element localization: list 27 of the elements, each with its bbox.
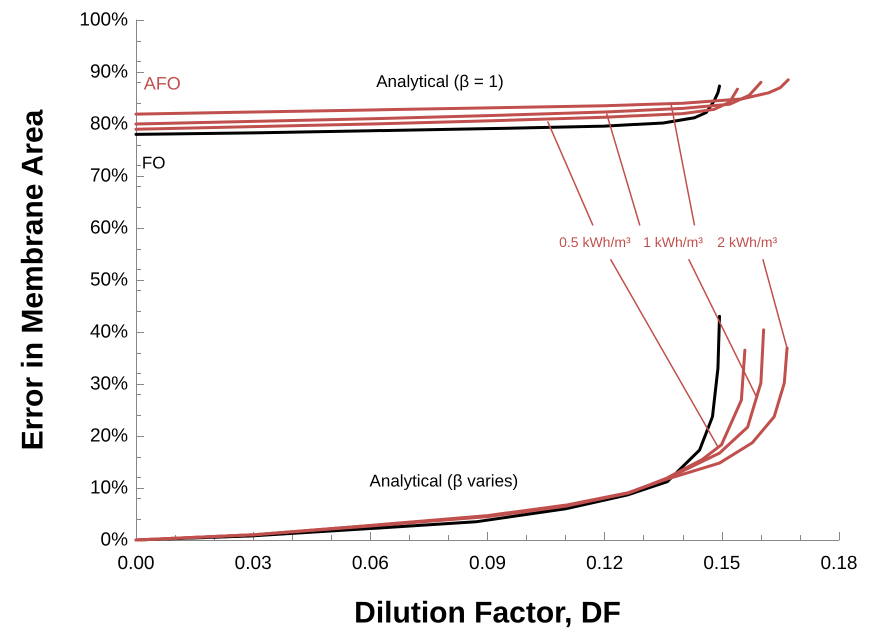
x-axis-title: Dilution Factor, DF (354, 596, 621, 630)
y-tick-label: 80% (90, 114, 128, 134)
y-tick-label: 0% (100, 530, 128, 550)
annotation: FO (142, 154, 166, 172)
y-tick-label: 100% (79, 10, 128, 30)
x-tick-label: 0.12 (586, 553, 624, 574)
y-tick-label: 90% (90, 62, 128, 82)
y-tick-label: 40% (90, 322, 128, 342)
y-tick-label: 50% (90, 270, 128, 290)
annotation: 0.5 kWh/m³ (559, 234, 632, 250)
y-tick-label: 60% (90, 218, 128, 238)
y-tick-label: 20% (90, 426, 128, 446)
x-tick-label: 0.18 (820, 553, 858, 574)
annotation: Analytical (β = 1) (376, 72, 504, 91)
y-tick-label: 30% (90, 374, 128, 394)
x-tick-label: 0.00 (118, 553, 154, 574)
annotation: 2 kWh/m³ (717, 234, 778, 250)
x-tick-label: 0.09 (469, 553, 506, 574)
y-axis-title: Error in Membrane Area (16, 109, 50, 450)
x-tick-label: 0.15 (703, 553, 740, 574)
annotation: Analytical (β varies) (370, 472, 518, 491)
annotation: 1 kWh/m³ (643, 234, 704, 250)
y-tick-label: 10% (90, 478, 128, 498)
annotation: AFO (144, 73, 181, 94)
y-tick-label: 70% (90, 166, 128, 186)
x-tick-label: 0.06 (352, 553, 389, 574)
x-tick-label: 0.03 (234, 553, 272, 574)
